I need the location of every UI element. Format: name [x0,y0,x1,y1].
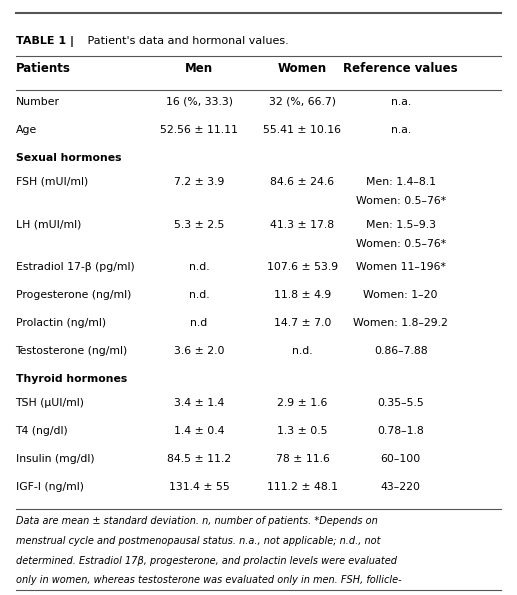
Text: 5.3 ± 2.5: 5.3 ± 2.5 [174,220,224,230]
Text: 1.3 ± 0.5: 1.3 ± 0.5 [277,426,328,436]
Text: 1.4 ± 0.4: 1.4 ± 0.4 [174,426,224,436]
Text: Women 11–196*: Women 11–196* [356,262,446,273]
Text: Age: Age [16,125,37,135]
Text: 0.35–5.5: 0.35–5.5 [377,398,424,408]
Text: 41.3 ± 17.8: 41.3 ± 17.8 [270,220,334,230]
Text: 0.86–7.88: 0.86–7.88 [374,346,428,356]
Text: 107.6 ± 53.9: 107.6 ± 53.9 [267,262,338,273]
Text: Men: 1.4–8.1: Men: 1.4–8.1 [366,177,436,187]
Text: 2.9 ± 1.6: 2.9 ± 1.6 [277,398,328,408]
Text: n.d.: n.d. [189,290,209,300]
Text: 43–220: 43–220 [381,482,421,492]
Text: Women: 0.5–76*: Women: 0.5–76* [356,239,446,249]
Text: TABLE 1 |: TABLE 1 | [16,36,73,46]
Text: 131.4 ± 55: 131.4 ± 55 [169,482,230,492]
Text: Women: Women [278,62,327,75]
Text: n.a.: n.a. [390,125,411,135]
Text: Women: 0.5–76*: Women: 0.5–76* [356,196,446,206]
Text: 78 ± 11.6: 78 ± 11.6 [276,454,329,464]
Text: menstrual cycle and postmenopausal status. n.a., not applicable; n.d., not: menstrual cycle and postmenopausal statu… [16,536,380,546]
Text: Women: 1–20: Women: 1–20 [363,290,438,300]
Text: Insulin (mg/dl): Insulin (mg/dl) [16,454,94,464]
Text: Progesterone (ng/ml): Progesterone (ng/ml) [16,290,131,300]
Text: Women: 1.8–29.2: Women: 1.8–29.2 [353,318,448,328]
Text: only in women, whereas testosterone was evaluated only in men. FSH, follicle-: only in women, whereas testosterone was … [16,575,401,585]
Text: 14.7 ± 7.0: 14.7 ± 7.0 [274,318,331,328]
Text: determined. Estradiol 17β, progesterone, and prolactin levels were evaluated: determined. Estradiol 17β, progesterone,… [16,556,397,566]
Text: Reference values: Reference values [343,62,458,75]
Text: 16 (%, 33.3): 16 (%, 33.3) [165,97,233,107]
Text: n.a.: n.a. [390,97,411,107]
Text: 60–100: 60–100 [381,454,421,464]
Text: 111.2 ± 48.1: 111.2 ± 48.1 [267,482,338,492]
Text: 84.5 ± 11.2: 84.5 ± 11.2 [167,454,231,464]
Text: Sexual hormones: Sexual hormones [16,153,121,163]
Text: FSH (mUI/ml): FSH (mUI/ml) [16,177,88,187]
Text: 11.8 ± 4.9: 11.8 ± 4.9 [274,290,331,300]
Text: Prolactin (ng/ml): Prolactin (ng/ml) [16,318,105,328]
Text: 84.6 ± 24.6: 84.6 ± 24.6 [270,177,334,187]
Text: Patients: Patients [16,62,70,75]
Text: 52.56 ± 11.11: 52.56 ± 11.11 [160,125,238,135]
Text: IGF-I (ng/ml): IGF-I (ng/ml) [16,482,84,492]
Text: 0.78–1.8: 0.78–1.8 [377,426,424,436]
Text: Number: Number [16,97,59,107]
Text: Patient's data and hormonal values.: Patient's data and hormonal values. [84,36,289,46]
Text: TSH (μUI/ml): TSH (μUI/ml) [16,398,84,408]
Text: n.d.: n.d. [189,262,209,273]
Text: 3.4 ± 1.4: 3.4 ± 1.4 [174,398,224,408]
Text: T4 (ng/dl): T4 (ng/dl) [16,426,68,436]
Text: Men: Men [185,62,213,75]
Text: Estradiol 17-β (pg/ml): Estradiol 17-β (pg/ml) [16,262,134,273]
Text: 55.41 ± 10.16: 55.41 ± 10.16 [264,125,341,135]
Text: LH (mUI/ml): LH (mUI/ml) [16,220,81,230]
Text: 7.2 ± 3.9: 7.2 ± 3.9 [174,177,224,187]
Text: Men: 1.5–9.3: Men: 1.5–9.3 [366,220,436,230]
Text: n.d.: n.d. [292,346,313,356]
Text: Testosterone (ng/ml): Testosterone (ng/ml) [16,346,128,356]
Text: 32 (%, 66.7): 32 (%, 66.7) [269,97,336,107]
Text: Data are mean ± standard deviation. n, number of patients. *Depends on: Data are mean ± standard deviation. n, n… [16,516,377,527]
Text: Thyroid hormones: Thyroid hormones [16,374,127,384]
Text: n.d: n.d [190,318,208,328]
Text: 3.6 ± 2.0: 3.6 ± 2.0 [174,346,224,356]
